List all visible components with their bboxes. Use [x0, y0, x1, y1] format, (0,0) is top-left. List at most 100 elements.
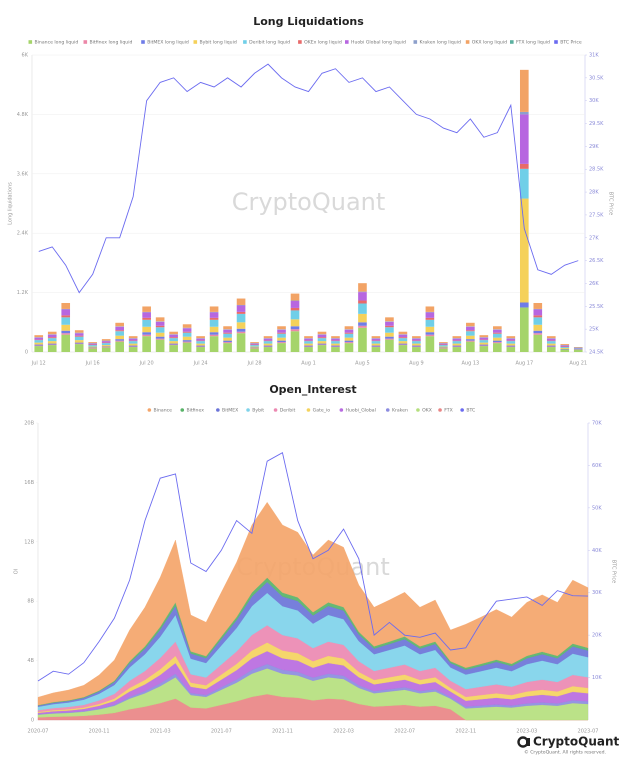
- legend-swatch: [413, 40, 418, 44]
- bar-segment: [182, 341, 192, 343]
- bar-segment: [290, 326, 300, 330]
- watermark: CryptoQuant: [232, 188, 386, 216]
- bar-segment: [142, 332, 151, 335]
- bar-segment: [425, 306, 435, 312]
- bar-segment: [371, 341, 381, 344]
- bar-segment: [155, 336, 165, 339]
- bar-segment: [344, 340, 354, 343]
- bar-segment: [533, 309, 543, 316]
- bar-segment: [371, 345, 381, 347]
- bar-segment: [317, 331, 327, 335]
- bar-segment: [223, 332, 232, 334]
- bar-segment: [317, 343, 327, 345]
- y2-tick-label: 28.5K: [589, 167, 604, 173]
- bar-segment: [101, 345, 111, 347]
- y2-tick-label: 10K: [592, 675, 602, 681]
- bar-segment: [88, 345, 98, 347]
- bar-segment: [425, 334, 435, 337]
- y-tick-label: 3.6K: [17, 171, 29, 177]
- bar-segment: [196, 345, 205, 347]
- y2-tick-label: 50K: [592, 505, 602, 511]
- bar-segment: [115, 341, 124, 352]
- bar-segment: [34, 335, 44, 338]
- legend-label: Bitfinex long liquid: [90, 40, 133, 46]
- bar-segment: [182, 342, 192, 352]
- bar-segment: [142, 317, 151, 320]
- y-tick-label: 2.4K: [17, 231, 29, 237]
- legend-swatch: [273, 408, 278, 412]
- bar-segment: [344, 329, 354, 333]
- legend-swatch: [246, 408, 250, 412]
- bar-segment: [223, 343, 232, 352]
- legend-swatch: [510, 40, 514, 44]
- chart-title: Long Liquidations: [253, 15, 364, 28]
- bar-segment: [466, 326, 475, 331]
- y-tick-label: 16B: [24, 480, 34, 486]
- y2-tick-label: 27K: [589, 235, 599, 241]
- y2-tick-label: 29K: [589, 144, 599, 150]
- bar-segment: [317, 338, 327, 342]
- bar-segment: [182, 331, 192, 333]
- bar-segment: [519, 163, 529, 169]
- x-tick-label: Aug 9: [409, 361, 424, 367]
- bar-segment: [209, 319, 219, 327]
- bar-segment: [128, 341, 138, 344]
- bar-segment: [101, 339, 111, 341]
- bar-segment: [155, 332, 165, 337]
- bar-segment: [385, 332, 394, 337]
- bar-segment: [196, 336, 205, 339]
- x-tick-label: Aug 1: [301, 361, 316, 367]
- bar-segment: [506, 341, 516, 344]
- bar-segment: [277, 337, 286, 341]
- legend-swatch: [216, 408, 220, 412]
- x-tick-label: 2022-03: [333, 729, 354, 735]
- bar-segment: [493, 337, 502, 341]
- footer-logo: [517, 736, 530, 748]
- bar-segment: [344, 337, 354, 341]
- bar-segment: [223, 340, 232, 343]
- bar-segment: [128, 343, 138, 346]
- bar-segment: [142, 334, 151, 337]
- bar-segment: [344, 326, 354, 330]
- y2-tick-label: 40K: [592, 548, 602, 554]
- bar-segment: [263, 343, 273, 346]
- bar-segment: [344, 343, 354, 352]
- bar-segment: [560, 348, 570, 350]
- y2-axis-label: BTC Price: [611, 560, 617, 583]
- bar-segment: [47, 331, 57, 335]
- bar-segment: [479, 337, 489, 340]
- bar-segment: [533, 333, 543, 335]
- bar-segment: [196, 343, 205, 346]
- bar-segment: [142, 336, 151, 352]
- bar-segment: [169, 331, 178, 335]
- footer-copyright: © CryptoQuant. All rights reserved.: [524, 749, 606, 756]
- bar-segment: [331, 347, 340, 352]
- bar-segment: [452, 347, 462, 352]
- bar-segment: [47, 334, 57, 338]
- bar-segment: [358, 283, 367, 292]
- bar-segment: [209, 312, 219, 318]
- bar-segment: [412, 347, 421, 352]
- bar-segment: [169, 341, 178, 344]
- bar-segment: [519, 69, 529, 112]
- y2-tick-label: 25K: [589, 327, 599, 333]
- bar-segment: [506, 343, 516, 346]
- bar-segment: [344, 342, 354, 344]
- y-tick-label: 20B: [24, 421, 34, 427]
- bar-segment: [331, 343, 340, 346]
- bar-segment: [142, 306, 151, 312]
- bar-segment: [74, 333, 84, 336]
- bar-segment: [182, 324, 192, 328]
- y2-tick-label: 60K: [592, 463, 602, 469]
- bar-segment: [101, 343, 111, 346]
- legend-label: Kraken: [392, 408, 408, 414]
- bar-segment: [155, 325, 165, 328]
- bar-segment: [519, 302, 529, 308]
- bar-segment: [533, 330, 543, 334]
- y2-tick-label: 70K: [592, 421, 602, 427]
- x-tick-label: Aug 17: [515, 361, 533, 367]
- bar-segment: [209, 334, 219, 337]
- bar-segment: [263, 338, 273, 341]
- legend-swatch: [554, 40, 558, 44]
- legend-swatch: [243, 40, 247, 44]
